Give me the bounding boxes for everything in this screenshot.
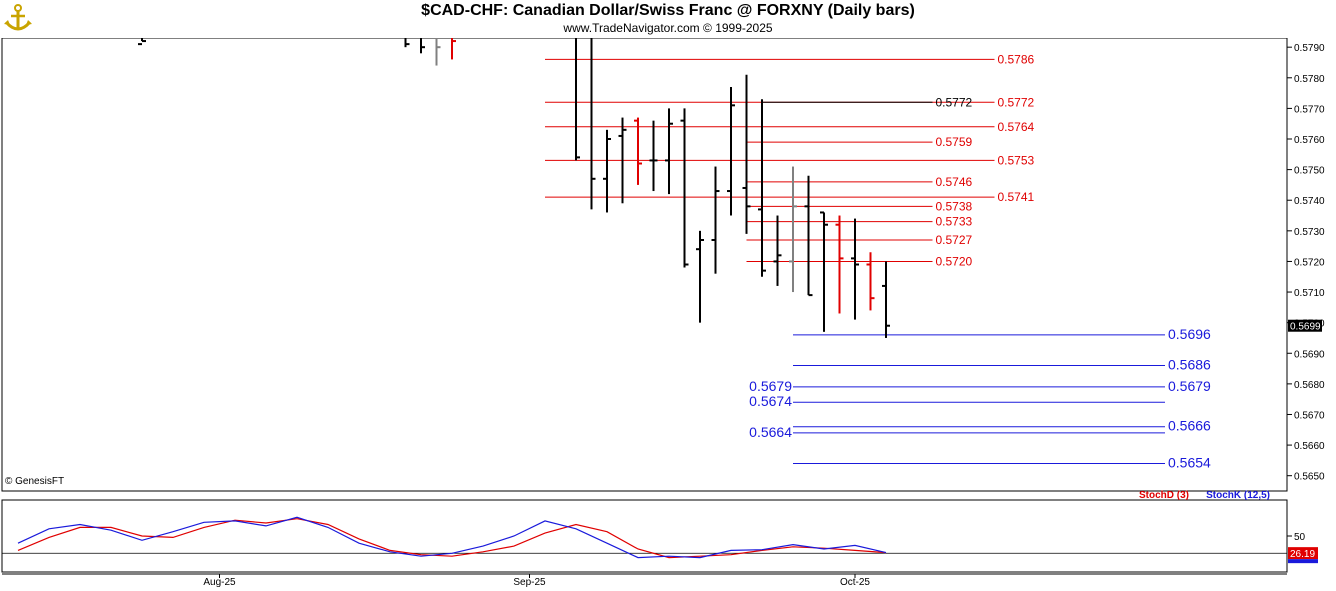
stoch-tick-label: 50	[1294, 532, 1306, 543]
price-panel-border	[1, 37, 1288, 492]
price-tick-label: 0.5720	[1294, 257, 1325, 268]
ohlc-bar	[742, 74, 751, 234]
level-label: 0.5654	[1168, 454, 1211, 470]
last-price-label: 0.5699	[1290, 322, 1321, 333]
level-label: 0.5679	[1168, 378, 1211, 394]
date-tick-label: Oct-25	[840, 577, 870, 588]
stoch-last-label: 26.19	[1290, 549, 1315, 560]
level-label: 0.5772	[998, 95, 1035, 109]
level-label: 0.5746	[936, 175, 973, 189]
level-label: 0.5666	[1168, 418, 1211, 434]
level-label: 0.5727	[936, 233, 973, 247]
date-tick-label: Sep-25	[513, 577, 546, 588]
level-label: 0.5738	[936, 199, 973, 213]
price-tick-label: 0.5690	[1294, 349, 1325, 360]
ohlc-bar	[590, 38, 596, 210]
price-bars	[138, 38, 890, 338]
anchor-logo-icon	[4, 4, 32, 31]
stochd-line	[17, 518, 887, 559]
legend-stochk: StochK (12,5)	[1206, 490, 1270, 501]
price-levels: 0.5786 0.5772 0.5772 0.5764 0.5759 0.5753 0.57…	[545, 52, 1211, 470]
ohlc-bar	[773, 215, 782, 286]
price-tick-label: 0.5760	[1294, 135, 1325, 146]
level-label: 0.5674	[749, 393, 792, 409]
ohlc-bar	[420, 38, 425, 54]
level-label: 0.5664	[749, 424, 792, 440]
copyright-text: © GenesisFT	[5, 476, 64, 487]
chart-frame	[1, 37, 1288, 575]
ohlc-bar	[451, 38, 456, 60]
ohlc-bar	[866, 252, 875, 311]
title-bar: $CAD-CHF: Canadian Dollar/Swiss Franc @ …	[0, 0, 1336, 38]
ohlc-bar	[138, 38, 146, 46]
price-tick-label: 0.5770	[1294, 104, 1325, 115]
ohlc-bar	[820, 211, 828, 332]
level-label: 0.5786	[998, 52, 1035, 66]
price-tick-label: 0.5750	[1294, 166, 1325, 177]
price-tick-label: 0.5660	[1294, 441, 1325, 452]
stoch-last-box	[1288, 547, 1318, 560]
ohlc-bar	[649, 120, 658, 192]
chart-title: $CAD-CHF: Canadian Dollar/Swiss Franc @ …	[421, 2, 915, 19]
price-tick-label: 0.5670	[1294, 410, 1325, 421]
stochk-line	[17, 516, 887, 559]
price-tick-label: 0.5680	[1294, 380, 1325, 391]
ohlc-bar	[711, 166, 720, 274]
ohlc-bar	[603, 129, 611, 213]
date-axis: Aug-25 Sep-25 Oct-25	[203, 574, 870, 588]
level-label: 0.5759	[936, 135, 973, 149]
level-label: 0.5733	[936, 215, 973, 229]
stoch-last-blue-mark	[1288, 559, 1318, 564]
legend-stochd: StochD (3)	[1139, 490, 1189, 501]
price-tick-label: 0.5730	[1294, 227, 1325, 238]
ohlc-bar	[804, 175, 813, 297]
ohlc-bar	[758, 99, 766, 277]
ohlc-bar	[882, 261, 890, 338]
ohlc-bar	[727, 86, 735, 216]
level-label: 0.5679	[749, 378, 792, 394]
level-label: 0.5753	[998, 153, 1035, 167]
ohlc-bar	[665, 108, 673, 195]
level-label: 0.5686	[1168, 357, 1211, 373]
level-label: 0.5741	[998, 190, 1035, 204]
price-axis: 0.5790 0.5780 0.5770 0.5760 0.5750 0.5740 0.57…	[1287, 43, 1325, 483]
ohlc-bar	[696, 230, 704, 323]
level-label: 0.5772	[936, 95, 973, 109]
price-tick-label: 0.5740	[1294, 196, 1325, 207]
stoch-panel-border	[1, 499, 1288, 573]
ohlc-bar	[575, 38, 580, 161]
ohlc-bar	[404, 38, 410, 48]
price-tick-label: 0.5710	[1294, 288, 1325, 299]
last-price-marker: 0.5699	[1288, 319, 1322, 333]
stochastic-panel: 50 26.19	[2, 516, 1318, 564]
date-tick-label: Aug-25	[203, 577, 236, 588]
price-tick-label: 0.5780	[1294, 74, 1325, 85]
level-label: 0.5764	[998, 120, 1035, 134]
ohlc-bar	[789, 166, 797, 293]
chart-subtitle: www.TradeNavigator.com © 1999-2025	[563, 21, 773, 35]
ohlc-bar	[435, 38, 441, 66]
level-label: 0.5720	[936, 254, 973, 268]
price-tick-label: 0.5650	[1294, 472, 1325, 483]
ohlc-bar	[634, 117, 642, 185]
last-price-box	[1288, 319, 1322, 332]
ohlc-bar	[680, 108, 689, 268]
ohlc-bar	[851, 218, 859, 320]
price-tick-label: 0.5790	[1294, 43, 1325, 54]
level-label: 0.5696	[1168, 326, 1211, 342]
ohlc-bar	[618, 117, 627, 204]
ohlc-bar	[835, 215, 844, 314]
